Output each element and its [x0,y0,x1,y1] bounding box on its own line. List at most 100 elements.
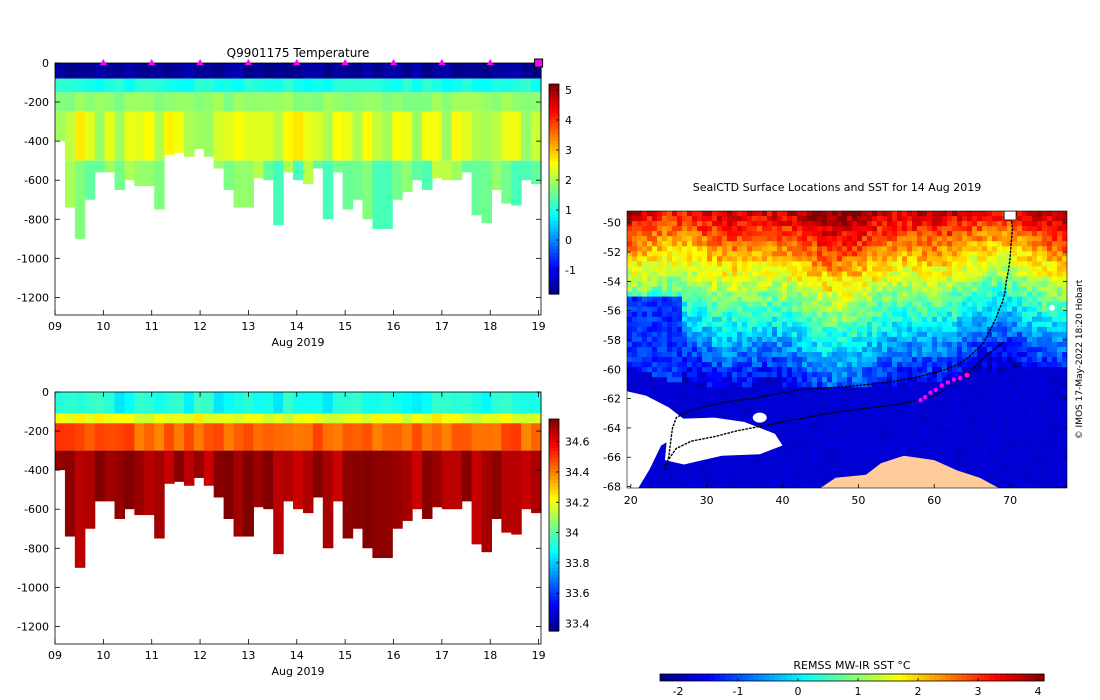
sst-pixel [892,236,898,242]
section-cell [55,392,66,414]
sst-pixel [812,341,818,348]
section-cell [174,423,185,451]
sst-pixel [1027,392,1033,398]
sst-pixel [722,251,728,257]
sst-pixel [957,321,963,328]
sst-pixel [797,346,803,353]
section-cell [431,78,443,93]
sst-pixel [882,452,888,459]
section-cell [382,78,393,93]
sst-pixel [672,362,678,368]
sst-pixel [1022,437,1028,444]
sst-pixel [882,417,888,424]
sst-pixel [662,377,668,383]
sst-pixel [1032,226,1038,232]
sst-pixel [932,301,938,308]
sst-pixel [677,402,683,409]
sst-pixel [787,452,793,459]
section-cell [431,160,443,179]
sst-pixel [897,357,903,363]
sst-pixel [802,387,808,393]
sst-pixel [767,382,773,388]
sst-pixel [702,352,708,358]
sst-pixel [822,291,828,298]
sst-pixel [947,432,953,439]
sst-pixel [807,251,813,257]
sst-pixel [632,236,638,242]
sst-pixel [757,261,763,267]
section-cell [441,63,453,79]
sst-pixel [962,326,968,333]
sst-pixel [747,402,753,409]
sst-pixel [907,281,913,288]
sst-pixel [997,346,1003,353]
sst-pixel [807,346,813,353]
sst-pixel [847,296,853,303]
sst-pixel [717,336,723,343]
sst-pixel [707,357,713,363]
sst-pixel [802,216,808,222]
sst-pixel [907,211,913,217]
sst-pixel [737,216,743,222]
sst-pixel [1007,352,1013,358]
sst-pixel [852,301,858,308]
sst-pixel [787,306,793,313]
section-cell [174,392,185,414]
sst-pixel [852,352,858,358]
section-cell [461,450,473,502]
sst-pixel [787,326,793,333]
sst-pixel [782,377,788,383]
sst-pixel [1052,266,1058,273]
sst-pixel [1012,321,1018,328]
sst-pixel [797,442,803,449]
sst-pixel [897,281,903,288]
sst-pixel [1052,422,1058,429]
sst-pixel [887,211,893,217]
sst-pixel [707,296,713,303]
sst-pixel [757,372,763,378]
sst-pixel [1007,261,1013,267]
section-cell [114,63,126,79]
sst-pixel [1032,316,1038,323]
section-cell [302,392,314,414]
sst-pixel [882,241,888,247]
sst-pixel [1062,276,1067,283]
section-cell [402,78,413,93]
section-cell [451,63,463,79]
sst-pixel [1017,432,1023,439]
sst-pixel [682,211,688,217]
sst-pixel [842,407,848,414]
sst-pixel [752,211,758,217]
sst-pixel [1052,276,1058,283]
sst-pixel [982,251,988,257]
sst-pixel [892,311,898,318]
sst-pixel [947,427,953,434]
sst-pixel [667,311,673,318]
sst-pixel [872,311,878,318]
sst-pixel [787,251,793,257]
sst-pixel [687,261,693,267]
sst-pixel [877,336,883,343]
sst-pixel [872,331,878,338]
sst-pixel [637,372,643,378]
sst-pixel [982,296,988,303]
sst-pixel [697,412,703,419]
section-cell [74,78,86,93]
sst-pixel [732,231,738,237]
sst-pixel [942,251,948,257]
sst-pixel [747,346,753,353]
sst-pixel [962,387,968,393]
sst-pixel [747,412,753,419]
sst-pixel [762,331,768,338]
section-cell [352,111,364,161]
sst-pixel [727,221,733,227]
section-cell [421,111,433,161]
section-cell [84,423,96,451]
sst-pixel [1012,276,1018,283]
sst-pixel [967,226,973,232]
sst-pixel [907,306,913,313]
sst-pixel [982,211,988,217]
sst-pixel [782,367,788,373]
sst-pixel [752,271,758,278]
sst-pixel [982,321,988,328]
